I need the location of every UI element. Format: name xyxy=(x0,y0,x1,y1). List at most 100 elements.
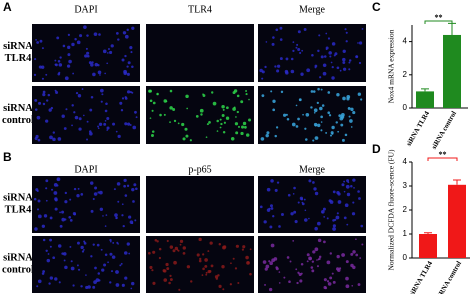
cell xyxy=(111,255,116,259)
cell xyxy=(117,243,119,245)
cell xyxy=(186,265,191,269)
cell xyxy=(330,61,333,64)
cell xyxy=(104,225,107,227)
cell xyxy=(235,244,239,248)
cell xyxy=(64,76,69,81)
cell xyxy=(225,106,229,110)
cell xyxy=(275,267,279,271)
cell xyxy=(109,252,113,256)
cell xyxy=(51,188,54,191)
cell xyxy=(270,179,274,183)
cell xyxy=(343,216,347,220)
cell xyxy=(98,122,103,126)
cell xyxy=(106,62,109,65)
cell xyxy=(63,259,66,262)
cell xyxy=(90,255,93,258)
cell xyxy=(348,68,351,71)
cell xyxy=(264,283,266,286)
error-bar xyxy=(424,232,432,234)
cell xyxy=(121,203,124,206)
cell xyxy=(328,51,332,55)
cell xyxy=(104,109,108,113)
cell xyxy=(300,272,303,275)
cell xyxy=(159,113,162,117)
cell xyxy=(341,138,345,142)
cell xyxy=(341,183,345,187)
cell xyxy=(152,281,156,285)
cell xyxy=(348,115,351,118)
cell xyxy=(286,118,290,121)
cell xyxy=(67,53,71,57)
cell xyxy=(126,122,131,126)
bar xyxy=(443,34,461,108)
bar xyxy=(419,234,437,258)
cell xyxy=(270,207,274,210)
cell xyxy=(312,90,316,93)
cell xyxy=(352,201,355,204)
cell xyxy=(245,255,249,260)
cell xyxy=(70,260,73,263)
cell xyxy=(104,253,108,257)
cell xyxy=(355,55,359,59)
cell xyxy=(209,241,213,245)
cell xyxy=(350,185,353,188)
cell xyxy=(129,220,134,224)
cell xyxy=(96,243,100,247)
cell xyxy=(334,52,338,56)
cell xyxy=(329,252,332,255)
cell xyxy=(45,199,48,202)
cell xyxy=(222,288,225,291)
cell xyxy=(204,264,208,268)
row-label: siRNA control xyxy=(2,103,34,126)
cell xyxy=(121,214,124,217)
cell xyxy=(150,134,154,137)
y-axis-label: Nox4 mRNA expression xyxy=(387,29,396,103)
cell xyxy=(358,197,361,200)
cell xyxy=(78,127,82,131)
cell xyxy=(56,178,59,181)
cell xyxy=(248,98,250,101)
cell xyxy=(156,92,159,96)
cell xyxy=(317,238,322,243)
cell xyxy=(76,40,81,45)
cell xyxy=(83,240,86,243)
cell xyxy=(205,273,208,276)
cell xyxy=(346,192,351,197)
y-tick-label: 1 xyxy=(403,229,408,238)
error-bar xyxy=(421,88,429,92)
cell xyxy=(115,32,119,35)
cell xyxy=(303,198,306,201)
cell xyxy=(317,221,321,226)
cell xyxy=(64,200,68,204)
cell xyxy=(109,238,112,242)
cell xyxy=(130,51,133,54)
cell xyxy=(314,124,317,127)
cell xyxy=(311,260,315,263)
cell xyxy=(37,199,41,203)
cell xyxy=(352,178,356,182)
cell xyxy=(124,34,129,39)
micrograph xyxy=(258,236,366,293)
cell xyxy=(112,122,116,126)
cell xyxy=(320,55,324,59)
cell xyxy=(330,131,334,135)
cell xyxy=(63,252,67,256)
cell xyxy=(178,288,181,291)
cell xyxy=(77,268,81,271)
cell xyxy=(47,93,51,97)
cell xyxy=(269,204,273,208)
cell xyxy=(352,250,356,254)
cell xyxy=(317,87,320,91)
cell xyxy=(117,134,121,139)
cell xyxy=(169,89,173,93)
cell xyxy=(269,225,273,229)
cell xyxy=(216,119,219,123)
cell xyxy=(58,281,61,284)
cell xyxy=(351,212,356,216)
cell xyxy=(134,110,137,114)
cell xyxy=(352,265,356,270)
cell xyxy=(131,26,135,30)
cell xyxy=(295,46,298,49)
cell xyxy=(331,76,335,80)
cell xyxy=(92,243,95,246)
